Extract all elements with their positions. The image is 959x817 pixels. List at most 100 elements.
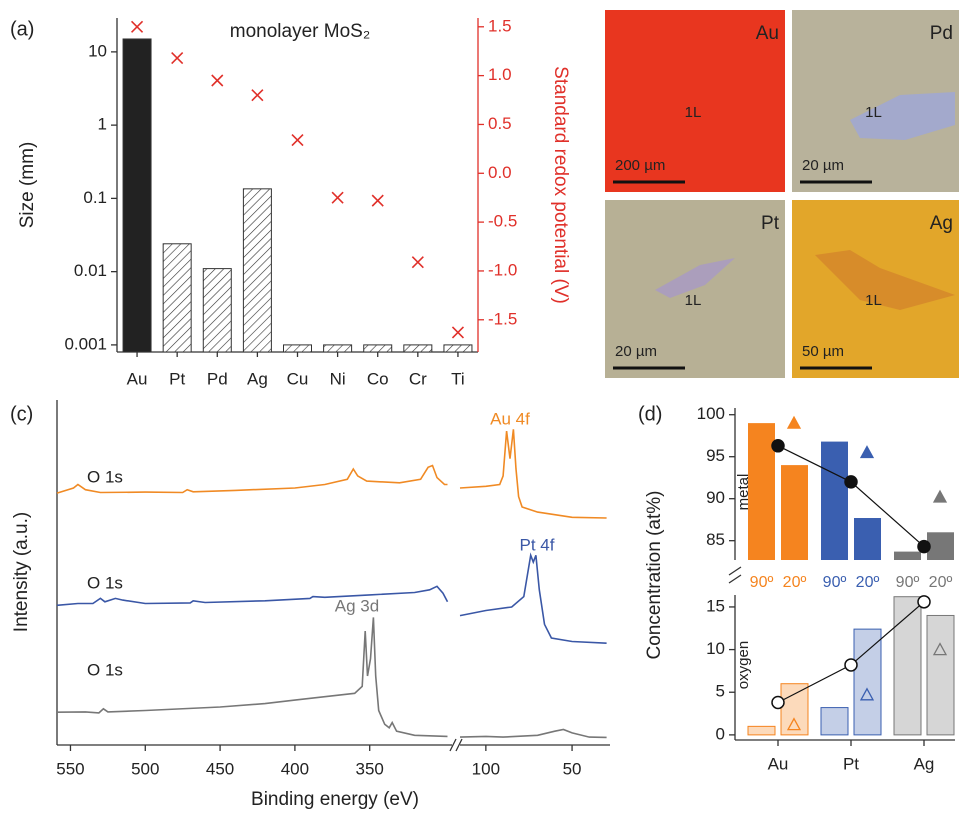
redox-marker xyxy=(411,256,424,269)
x-tick-label: Au xyxy=(127,369,148,388)
x-tick-label: Cr xyxy=(409,369,427,388)
y-axis-label: Intensity (a.u.) xyxy=(11,512,32,632)
redox-marker xyxy=(291,134,304,147)
y-tick-label: 15 xyxy=(706,596,725,615)
panel-label: (a) xyxy=(10,18,34,40)
segment-label: oxygen xyxy=(735,641,752,689)
panel-label: (d) xyxy=(638,403,662,425)
flake xyxy=(815,250,955,310)
axis-break xyxy=(728,566,742,584)
layer-label: 1L xyxy=(685,104,702,121)
x-tick-label: 50 xyxy=(563,759,582,778)
spectrum xyxy=(56,429,607,519)
mean-marker xyxy=(844,475,858,489)
segment-label: metal xyxy=(735,474,752,511)
bar xyxy=(781,465,808,560)
redox-marker xyxy=(171,51,184,65)
chart-title: monolayer MoS₂ xyxy=(230,21,370,42)
x-tick-label: 400 xyxy=(281,759,309,778)
angle-label: 90º xyxy=(750,574,774,591)
y2-tick-label: 1.5 xyxy=(488,16,512,35)
x-tick-label: Pt xyxy=(169,369,185,388)
x-tick-label: 550 xyxy=(56,759,84,778)
mean-marker xyxy=(917,595,931,609)
bar xyxy=(443,344,473,353)
y-tick-label: 1 xyxy=(98,115,107,134)
o1s-label: O 1s xyxy=(87,467,123,486)
layer-label: 1L xyxy=(685,292,702,309)
x-tick-label: Cu xyxy=(287,369,309,388)
y-tick-label: 0.01 xyxy=(74,261,107,280)
y-tick-label: 100 xyxy=(697,404,725,423)
triangle xyxy=(786,415,802,429)
redox-marker xyxy=(331,191,344,204)
y-tick-label: 0.1 xyxy=(83,188,107,207)
y-axis-label: Size (mm) xyxy=(17,142,38,229)
triangle xyxy=(786,717,802,731)
y-tick-label: 10 xyxy=(88,41,107,60)
panel-label: (c) xyxy=(10,403,33,425)
y2-axis-label: Standard redox potential (V) xyxy=(550,66,571,304)
mean-marker xyxy=(771,439,785,453)
bar xyxy=(780,683,809,736)
axis-break xyxy=(449,738,463,752)
bar xyxy=(283,344,312,353)
y-tick-label: 0 xyxy=(716,724,725,743)
x-axis-label: Binding energy (eV) xyxy=(251,789,419,810)
y2-tick-label: -0.5 xyxy=(488,212,517,231)
x-tick-label: Ni xyxy=(330,369,346,388)
y2-tick-label: 0.5 xyxy=(488,114,512,133)
x-tick-label: 500 xyxy=(131,759,159,778)
bar xyxy=(323,344,353,353)
flake xyxy=(655,258,735,298)
angle-label: 20º xyxy=(783,574,807,591)
x-tick-label: 450 xyxy=(206,759,234,778)
angle-label: 90º xyxy=(896,574,920,591)
scale-label: 50 µm xyxy=(802,343,844,360)
y-tick-label: 0.001 xyxy=(64,334,107,353)
y-tick-label: 10 xyxy=(706,639,725,658)
bar xyxy=(820,707,849,736)
bar xyxy=(926,614,955,736)
mean-marker xyxy=(917,539,931,554)
redox-marker xyxy=(251,89,264,102)
o1s-label: O 1s xyxy=(87,573,123,592)
micrograph xyxy=(605,10,785,192)
triangle xyxy=(932,489,948,503)
x-tick-label: 100 xyxy=(472,759,500,778)
x-tick-label: Ag xyxy=(247,369,268,388)
layer-label: 1L xyxy=(865,104,882,121)
peak-label: Pt 4f xyxy=(520,535,555,554)
triangle xyxy=(859,687,875,701)
bar xyxy=(363,344,393,353)
angle-label: 90º xyxy=(823,574,847,591)
bar xyxy=(162,243,192,353)
redox-marker xyxy=(371,194,384,207)
metal-label: Au xyxy=(756,23,779,44)
bar xyxy=(403,344,433,353)
y-tick-label: 85 xyxy=(706,530,725,549)
y2-tick-label: 0.0 xyxy=(488,163,512,182)
y2-tick-label: -1.0 xyxy=(488,260,517,279)
redox-marker xyxy=(211,74,224,87)
flake xyxy=(850,92,955,140)
o1s-label: O 1s xyxy=(87,660,123,679)
y2-tick-label: -1.5 xyxy=(488,309,517,328)
angle-label: 20º xyxy=(856,574,880,591)
metal-label: Pt xyxy=(761,213,780,234)
x-tick-label: Pt xyxy=(843,754,859,773)
triangle xyxy=(859,445,875,459)
bar xyxy=(748,423,775,560)
y-axis-label: Concentration (at%) xyxy=(644,491,665,660)
bar xyxy=(747,725,776,736)
metal-label: Pd xyxy=(930,23,953,44)
bar xyxy=(893,596,922,736)
y2-tick-label: 1.0 xyxy=(488,65,512,84)
mean-marker xyxy=(771,695,785,710)
bar xyxy=(927,532,954,560)
peak-label: Ag 3d xyxy=(335,596,379,615)
y-tick-label: 5 xyxy=(716,682,725,701)
micrograph xyxy=(605,200,785,378)
